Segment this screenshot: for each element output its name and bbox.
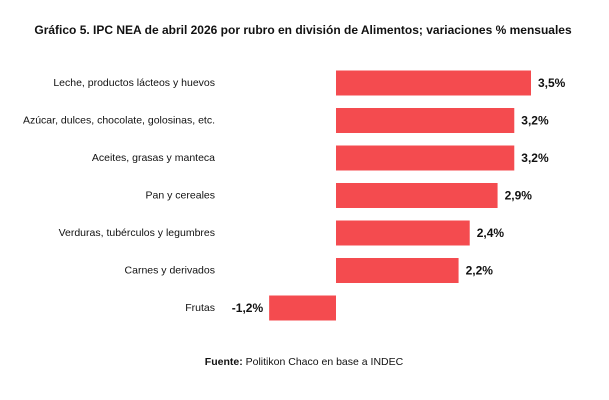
source-label: Fuente: bbox=[205, 356, 243, 368]
category-label: Pan y cereales bbox=[146, 189, 215, 201]
bar bbox=[336, 108, 515, 133]
value-label: 2,9% bbox=[505, 189, 533, 203]
bar bbox=[336, 220, 470, 246]
bar bbox=[336, 145, 515, 171]
value-label: -1,2% bbox=[232, 301, 264, 315]
chart-title: Gráfico 5. IPC NEA de abril 2026 por rub… bbox=[34, 23, 572, 37]
bar bbox=[336, 183, 498, 208]
value-label: 2,4% bbox=[477, 226, 505, 240]
category-label: Aceites, grasas y manteca bbox=[92, 152, 215, 164]
category-label: Frutas bbox=[185, 302, 215, 314]
bar bbox=[336, 258, 459, 283]
category-label: Verduras, tubérculos y legumbres bbox=[59, 227, 215, 239]
source: Fuente: Politikon Chaco en base a INDEC bbox=[205, 356, 404, 368]
value-label: 2,2% bbox=[466, 264, 494, 278]
source-text: Politikon Chaco en base a INDEC bbox=[246, 356, 404, 368]
bar bbox=[269, 295, 336, 321]
value-label: 3,5% bbox=[538, 76, 566, 90]
category-label: Azúcar, dulces, chocolate, golosinas, et… bbox=[23, 114, 215, 126]
category-label: Carnes y derivados bbox=[125, 264, 215, 276]
value-label: 3,2% bbox=[521, 151, 549, 165]
value-label: 3,2% bbox=[521, 114, 549, 128]
category-label: Leche, productos lácteos y huevos bbox=[53, 77, 215, 89]
bar bbox=[336, 70, 531, 96]
